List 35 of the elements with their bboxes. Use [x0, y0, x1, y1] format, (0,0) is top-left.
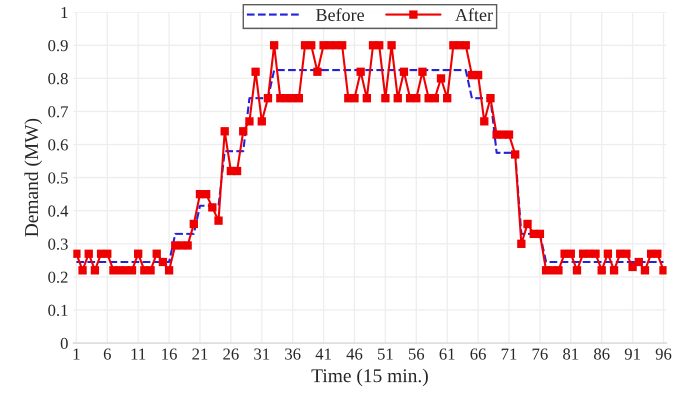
- y-tick-label: 0.3: [48, 238, 68, 250]
- x-tick-label: 71: [502, 348, 516, 360]
- y-tick-label: 1: [62, 6, 68, 18]
- x-tick-label: 46: [346, 348, 362, 360]
- x-tick-label: 21: [192, 348, 208, 360]
- x-tick-label: 76: [532, 348, 548, 360]
- x-tick-label: 51: [378, 348, 393, 360]
- legend-label: After: [455, 8, 493, 22]
- x-tick-label: 16: [162, 348, 177, 360]
- y-tick-label: 0.4: [48, 205, 68, 217]
- y-tick-label: 0.6: [48, 139, 68, 151]
- x-tick-label: 81: [563, 348, 578, 360]
- y-axis-title: Demand (MW): [24, 118, 42, 237]
- y-tick-label: 0.2: [48, 272, 68, 283]
- x-tick-label: 91: [624, 348, 640, 360]
- x-tick-label: 31: [254, 348, 270, 360]
- y-tick-label: 0.1: [48, 304, 68, 316]
- x-tick-label: 66: [470, 348, 486, 360]
- x-tick-label: 1: [74, 348, 80, 360]
- x-tick-label: 61: [440, 348, 455, 360]
- y-tick-label: 0.5: [48, 172, 68, 184]
- x-tick-label: 11: [132, 348, 146, 360]
- x-tick-label: 56: [408, 348, 424, 360]
- y-tick-label: 0.7: [48, 106, 68, 118]
- x-tick-label: 41: [316, 348, 331, 360]
- y-tick-label: 0: [60, 338, 68, 350]
- y-tick-label: 0.8: [48, 73, 68, 84]
- x-tick-label: 6: [104, 348, 111, 360]
- x-tick-label: 96: [656, 348, 672, 360]
- y-tick-label: 0.9: [48, 40, 68, 52]
- legend-label: Before: [316, 8, 364, 22]
- x-tick-label: 26: [223, 348, 239, 360]
- x-axis-title: Time (15 min.): [312, 368, 428, 386]
- x-tick-label: 36: [285, 348, 301, 360]
- x-tick-label: 86: [594, 348, 610, 360]
